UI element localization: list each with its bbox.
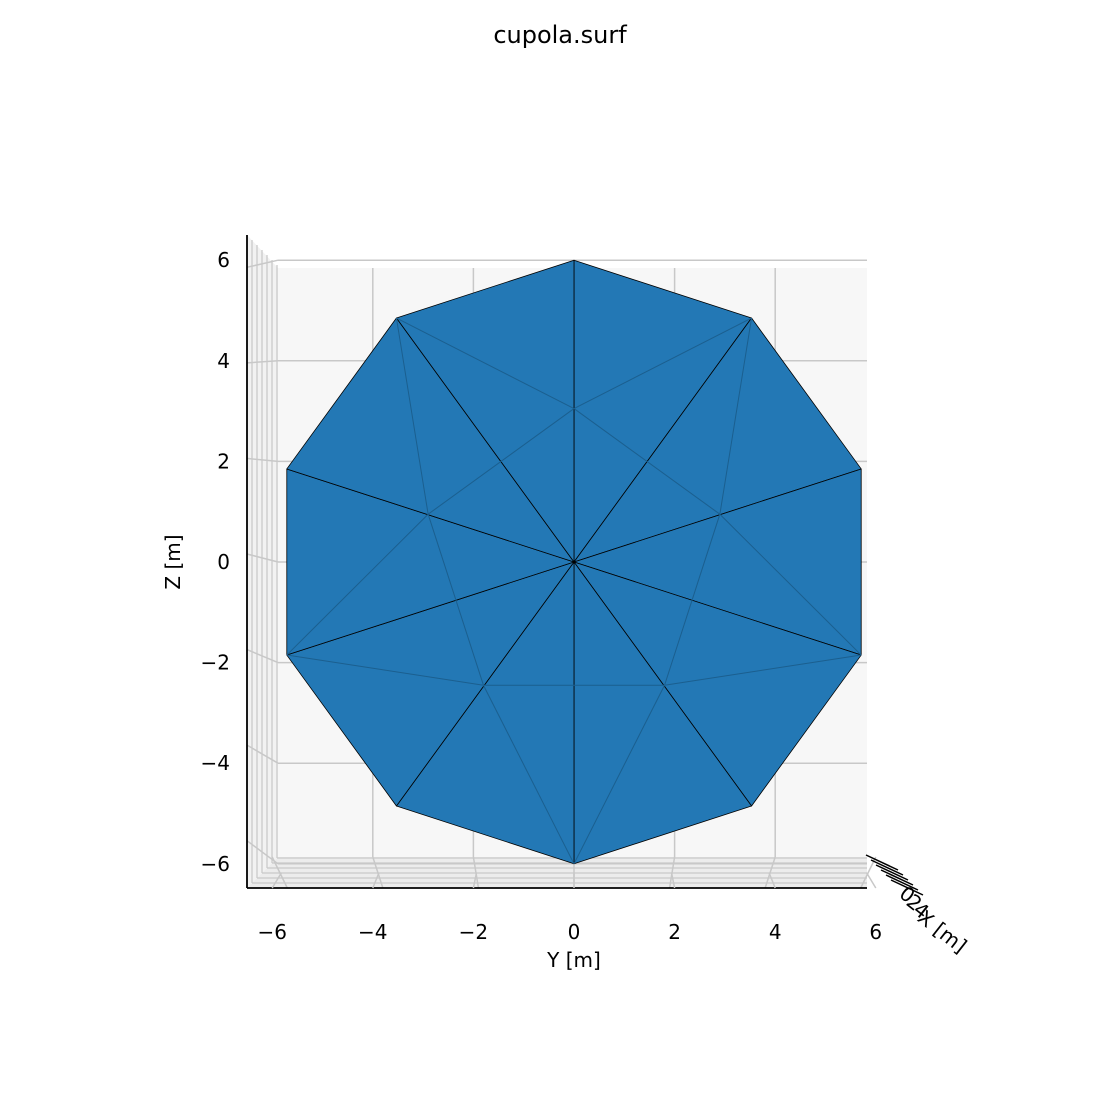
- chart-title: cupola.surf: [493, 21, 627, 49]
- surface-edge: [573, 408, 721, 515]
- y-tick-label: 6: [869, 920, 882, 944]
- surface-edge: [573, 317, 752, 410]
- z-tick-label: −6: [201, 852, 230, 876]
- axis-lines: [246, 235, 924, 896]
- surface-edge: [395, 317, 429, 515]
- z-axis-title: Z [m]: [161, 534, 185, 589]
- z-tick-label: −2: [201, 651, 230, 675]
- y-tick-mark: [670, 872, 676, 889]
- surface-edge: [483, 685, 575, 865]
- x-axis-title: X [m]: [913, 905, 971, 958]
- y-tick-label: 2: [668, 920, 681, 944]
- y-tick-mark: [472, 872, 478, 889]
- surface-edge: [573, 685, 665, 865]
- y-tick-label: 0: [568, 920, 581, 944]
- surface-edge: [396, 317, 575, 410]
- x-tick-mark: [865, 854, 899, 871]
- y-tick-mark: [372, 872, 380, 889]
- x-tick-mark: [885, 874, 919, 891]
- z-tick-label: 0: [217, 550, 230, 574]
- x-tick-mark: [875, 864, 909, 881]
- surface-mesh: [286, 259, 862, 865]
- y-axis-title: Y [m]: [546, 948, 601, 972]
- y-tick-label: −6: [257, 920, 286, 944]
- surface-edge: [664, 514, 721, 686]
- y-tick-label: 4: [769, 920, 782, 944]
- surface-edge: [427, 514, 484, 686]
- y-tick-label: −4: [358, 920, 387, 944]
- surface-edge: [664, 654, 862, 686]
- x-tick-mark: [870, 859, 904, 876]
- surface-edge: [286, 513, 429, 656]
- surface-edge: [719, 317, 753, 515]
- y-tick-mark: [271, 872, 282, 889]
- x-tick-mark: [890, 879, 924, 896]
- y-tick-label: −2: [459, 920, 488, 944]
- surface-edge: [427, 408, 575, 515]
- surface-edge: [719, 513, 862, 656]
- z-tick-label: 4: [217, 349, 230, 373]
- x-tick-mark: [880, 869, 914, 886]
- y-tick-mark: [866, 872, 877, 889]
- y-tick-mark: [768, 872, 776, 889]
- z-tick-label: −4: [201, 751, 230, 775]
- z-tick-label: 2: [217, 449, 230, 473]
- z-tick-label: 6: [217, 248, 230, 272]
- surface-edge: [286, 654, 484, 686]
- surface-face: [396, 259, 575, 563]
